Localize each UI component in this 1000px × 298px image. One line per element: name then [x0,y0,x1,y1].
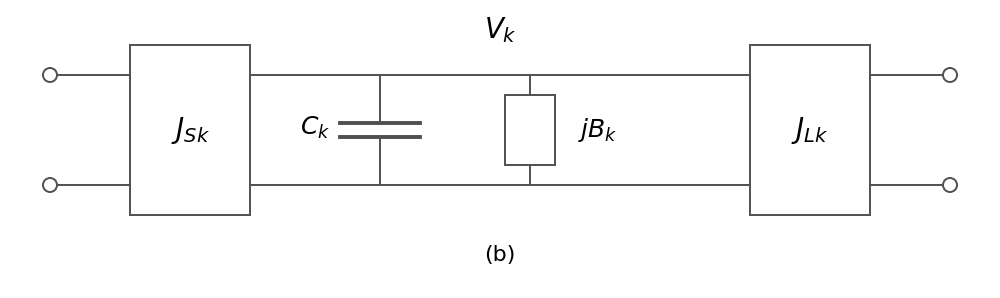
Text: (b): (b) [484,245,516,265]
Text: $jB_k$: $jB_k$ [578,116,618,144]
Circle shape [43,178,57,192]
Text: $J_{Sk}$: $J_{Sk}$ [171,114,209,145]
Text: $V_k$: $V_k$ [484,15,516,45]
Bar [750,45,870,215]
Text: $C_k$: $C_k$ [300,115,330,141]
Bar [130,45,250,215]
Circle shape [943,68,957,82]
Bar [505,95,555,165]
Circle shape [43,68,57,82]
Circle shape [943,178,957,192]
Text: $J_{Lk}$: $J_{Lk}$ [791,114,829,145]
